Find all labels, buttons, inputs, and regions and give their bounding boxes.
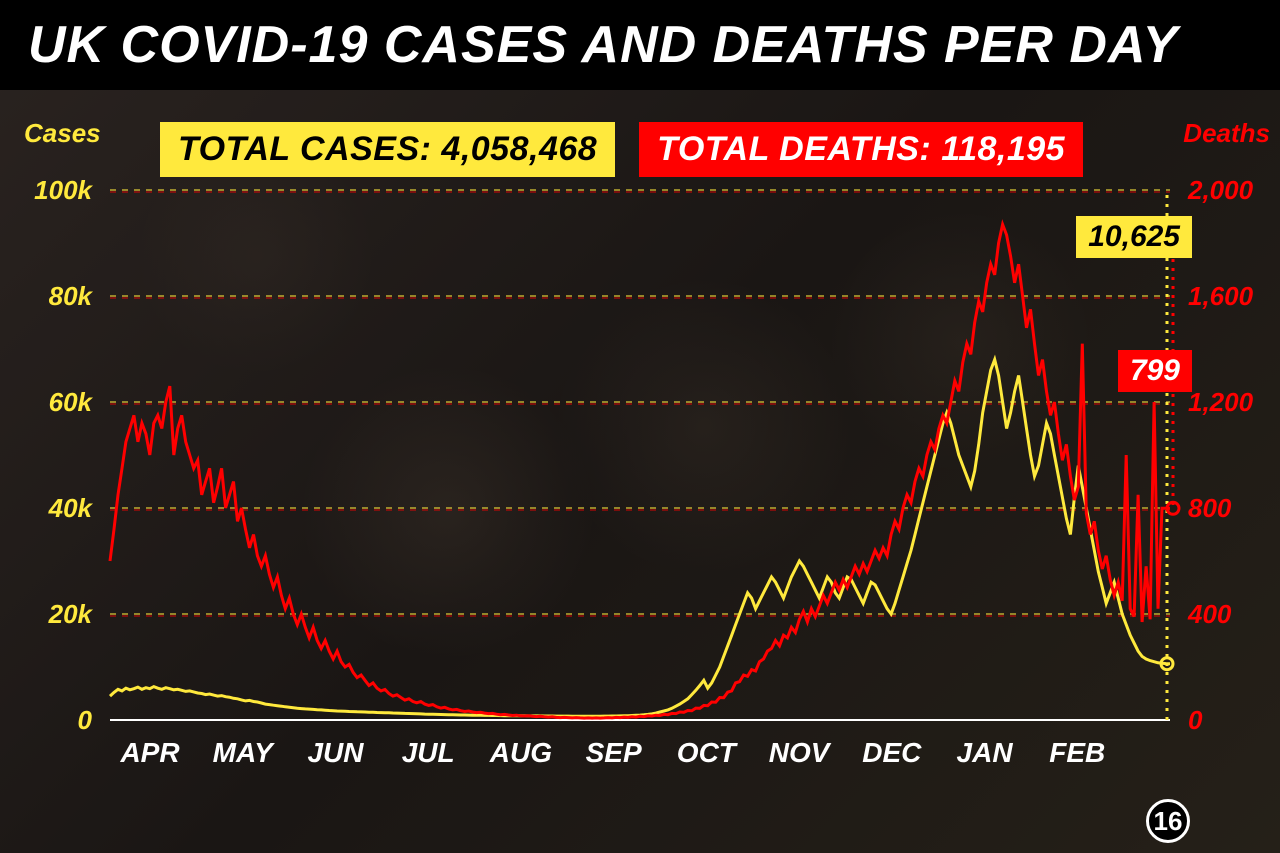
svg-text:NOV: NOV xyxy=(769,737,832,768)
chart-title: UK COVID-19 CASES AND DEATHS PER DAY xyxy=(28,15,1178,75)
total-cases-badge: TOTAL CASES: 4,058,468 xyxy=(160,122,615,177)
totals-badges: TOTAL CASES: 4,058,468 TOTAL DEATHS: 118… xyxy=(160,122,1083,177)
svg-text:DEC: DEC xyxy=(862,737,922,768)
total-deaths-badge: TOTAL DEATHS: 118,195 xyxy=(639,122,1083,177)
svg-text:800: 800 xyxy=(1188,493,1232,523)
svg-text:400: 400 xyxy=(1187,599,1232,629)
svg-text:SEP: SEP xyxy=(586,737,642,768)
end-date-badge: 16 xyxy=(1146,799,1190,843)
svg-text:JUL: JUL xyxy=(402,737,455,768)
svg-text:0: 0 xyxy=(78,705,93,735)
svg-text:0: 0 xyxy=(1188,705,1203,735)
svg-text:FEB: FEB xyxy=(1049,737,1105,768)
svg-text:JUN: JUN xyxy=(307,737,364,768)
svg-text:OCT: OCT xyxy=(677,737,739,768)
svg-text:1,600: 1,600 xyxy=(1188,281,1254,311)
svg-text:AUG: AUG xyxy=(489,737,552,768)
svg-text:JAN: JAN xyxy=(957,737,1014,768)
svg-text:40k: 40k xyxy=(48,493,94,523)
cases-line xyxy=(110,360,1170,717)
end-cases-label: 10,625 xyxy=(1076,216,1192,258)
svg-text:20k: 20k xyxy=(48,599,94,629)
end-deaths-label: 799 xyxy=(1118,350,1192,392)
svg-text:80k: 80k xyxy=(49,281,94,311)
svg-text:2,000: 2,000 xyxy=(1187,175,1254,205)
chart-svg: 0 20k 40k 60k 80k 100k 0 400 800 1,200 1,600 2,000… xyxy=(0,100,1280,800)
svg-text:MAY: MAY xyxy=(213,737,275,768)
svg-text:60k: 60k xyxy=(49,387,94,417)
svg-text:1,200: 1,200 xyxy=(1188,387,1254,417)
svg-text:APR: APR xyxy=(119,737,180,768)
svg-text:100k: 100k xyxy=(34,175,93,205)
title-bar: UK COVID-19 CASES AND DEATHS PER DAY xyxy=(0,0,1280,90)
